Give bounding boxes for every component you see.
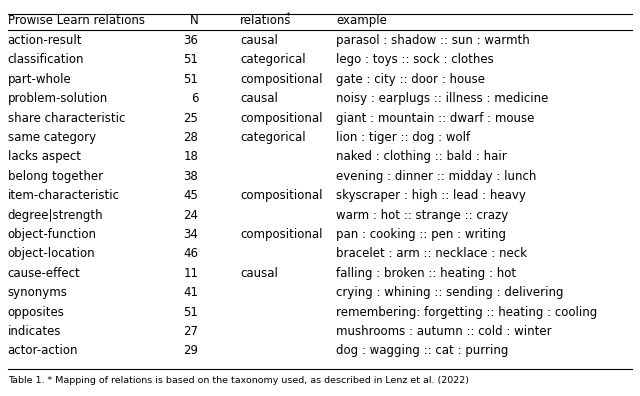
Text: categorical: categorical [240,53,306,66]
Text: 51: 51 [184,306,198,318]
Text: crying : whining :: sending : delivering: crying : whining :: sending : delivering [336,286,563,299]
Text: causal: causal [240,92,278,105]
Text: example: example [336,15,387,27]
Text: object-function: object-function [8,228,97,241]
Text: mushrooms : autumn :: cold : winter: mushrooms : autumn :: cold : winter [336,325,552,338]
Text: noisy : earplugs :: illness : medicine: noisy : earplugs :: illness : medicine [336,92,548,105]
Text: 24: 24 [184,209,198,221]
Text: compositional: compositional [240,112,323,124]
Text: opposites: opposites [8,306,65,318]
Text: share characteristic: share characteristic [8,112,125,124]
Text: 11: 11 [184,267,198,280]
Text: object-location: object-location [8,248,95,260]
Text: lion : tiger :: dog : wolf: lion : tiger :: dog : wolf [336,131,470,144]
Text: action-result: action-result [8,34,82,47]
Text: synonyms: synonyms [8,286,68,299]
Text: Prowise Learn relations: Prowise Learn relations [8,15,145,27]
Text: compositional: compositional [240,189,323,202]
Text: gate : city :: door : house: gate : city :: door : house [336,73,485,86]
Text: classification: classification [8,53,84,66]
Text: actor-action: actor-action [8,345,78,357]
Text: remembering: forgetting :: heating : cooling: remembering: forgetting :: heating : coo… [336,306,597,318]
Text: pan : cooking :: pen : writing: pan : cooking :: pen : writing [336,228,506,241]
Text: cause-effect: cause-effect [8,267,81,280]
Text: part-whole: part-whole [8,73,72,86]
Text: lego : toys :: sock : clothes: lego : toys :: sock : clothes [336,53,493,66]
Text: 28: 28 [184,131,198,144]
Text: 6: 6 [191,92,198,105]
Text: naked : clothing :: bald : hair: naked : clothing :: bald : hair [336,150,507,163]
Text: belong together: belong together [8,170,103,183]
Text: compositional: compositional [240,228,323,241]
Text: bracelet : arm :: necklace : neck: bracelet : arm :: necklace : neck [336,248,527,260]
Text: relations: relations [240,15,291,27]
Text: N: N [189,15,198,27]
Text: falling : broken :: heating : hot: falling : broken :: heating : hot [336,267,516,280]
Text: parasol : shadow :: sun : warmth: parasol : shadow :: sun : warmth [336,34,530,47]
Text: 41: 41 [184,286,198,299]
Text: evening : dinner :: midday : lunch: evening : dinner :: midday : lunch [336,170,536,183]
Text: causal: causal [240,34,278,47]
Text: 36: 36 [184,34,198,47]
Text: 45: 45 [184,189,198,202]
Text: causal: causal [240,267,278,280]
Text: degree|strength: degree|strength [8,209,103,221]
Text: problem-solution: problem-solution [8,92,108,105]
Text: 34: 34 [184,228,198,241]
Text: same category: same category [8,131,96,144]
Text: indicates: indicates [8,325,61,338]
Text: 29: 29 [184,345,198,357]
Text: dog : wagging :: cat : purring: dog : wagging :: cat : purring [336,345,508,357]
Text: *: * [286,12,291,21]
Text: item-characteristic: item-characteristic [8,189,120,202]
Text: 46: 46 [184,248,198,260]
Text: Table 1. * Mapping of relations is based on the taxonomy used, as described in L: Table 1. * Mapping of relations is based… [8,376,468,385]
Text: 18: 18 [184,150,198,163]
Text: 27: 27 [184,325,198,338]
Text: lacks aspect: lacks aspect [8,150,81,163]
Text: 51: 51 [184,53,198,66]
Text: 38: 38 [184,170,198,183]
Text: 51: 51 [184,73,198,86]
Text: giant : mountain :: dwarf : mouse: giant : mountain :: dwarf : mouse [336,112,534,124]
Text: warm : hot :: strange :: crazy: warm : hot :: strange :: crazy [336,209,508,221]
Text: 25: 25 [184,112,198,124]
Text: compositional: compositional [240,73,323,86]
Text: categorical: categorical [240,131,306,144]
Text: skyscraper : high :: lead : heavy: skyscraper : high :: lead : heavy [336,189,526,202]
